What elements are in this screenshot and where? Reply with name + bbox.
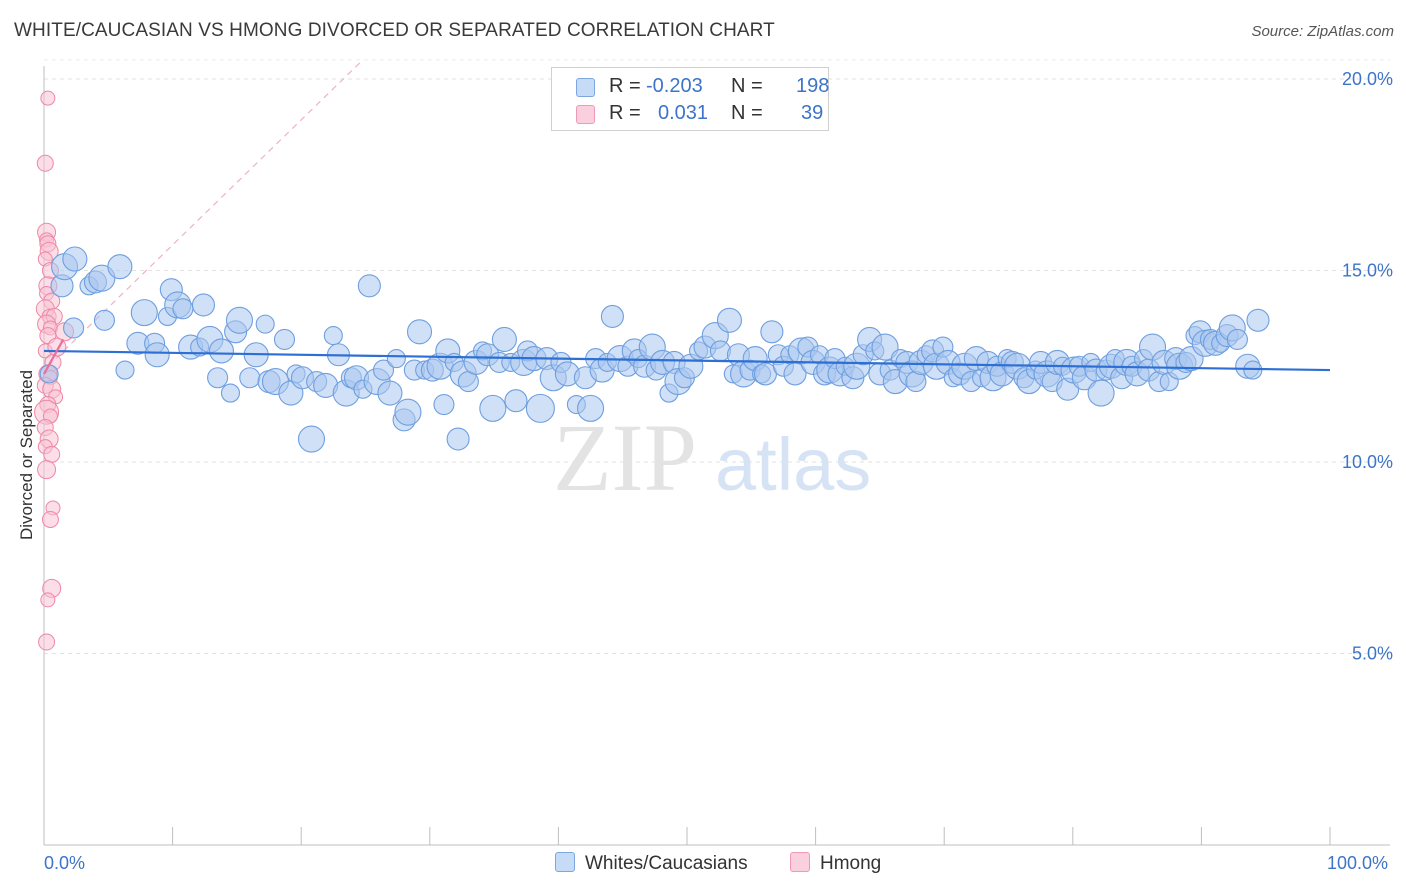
- hmong-trend-extension: [47, 59, 364, 367]
- data-point-whites: [1087, 379, 1115, 407]
- data-point-whites: [130, 299, 158, 327]
- data-point-whites: [239, 367, 261, 389]
- legend-swatch-whites: [576, 78, 595, 97]
- source-label: Source: ZipAtlas.com: [1251, 23, 1394, 40]
- data-point-whites: [1226, 328, 1248, 350]
- data-point-whites: [576, 394, 605, 422]
- data-point-whites: [172, 298, 194, 320]
- data-point-hmong: [38, 633, 56, 651]
- data-point-whites: [525, 393, 555, 423]
- legend-label-hmong: Hmong: [820, 853, 882, 874]
- data-point-whites: [62, 246, 88, 272]
- data-point-whites: [1246, 308, 1270, 332]
- data-point-whites: [208, 338, 235, 364]
- watermark-zip: ZIP: [553, 404, 697, 511]
- data-point-hmong: [41, 510, 59, 528]
- data-point-whites: [386, 349, 406, 369]
- legend-label-whites: Whites/Caucasians: [585, 853, 748, 874]
- stats-legend: R = -0.203 N = 198 R = 0.031 N = 39: [551, 67, 829, 131]
- data-point-whites: [63, 317, 85, 339]
- data-point-whites: [716, 307, 742, 333]
- data-point-whites: [115, 360, 135, 380]
- data-point-whites: [220, 383, 241, 403]
- data-point-whites: [93, 309, 115, 331]
- data-point-whites: [504, 389, 528, 413]
- legend-swatch-hmong: [576, 105, 595, 124]
- data-point-whites: [406, 319, 433, 345]
- zipatlas-watermark: ZIP atlas: [553, 404, 871, 511]
- data-point-whites: [871, 333, 899, 361]
- data-point-hmong: [43, 445, 61, 463]
- legend-n-label: N =: [731, 102, 763, 124]
- legend-item-whites: Whites/Caucasians: [555, 852, 748, 875]
- legend-swatch-whites: [555, 852, 575, 872]
- data-point-whites: [225, 306, 254, 334]
- data-point-whites: [446, 427, 470, 451]
- data-point-whites: [433, 393, 455, 416]
- trend-line-hmong: [43, 338, 65, 375]
- hmong-points: [34, 90, 75, 651]
- y-tick-label: 15.0%: [1342, 261, 1393, 281]
- whites-points: [39, 246, 1270, 453]
- y-tick-label: 20.0%: [1342, 69, 1393, 89]
- legend-r-label: R =: [609, 75, 641, 97]
- legend-r-label: R =: [609, 102, 641, 124]
- data-point-hmong: [37, 460, 57, 480]
- legend-r-value: -0.203: [646, 75, 703, 97]
- data-point-whites: [491, 326, 517, 352]
- data-point-whites: [323, 326, 343, 346]
- data-point-whites: [191, 293, 216, 317]
- legend-n-label: N =: [731, 75, 763, 97]
- data-point-hmong: [40, 592, 56, 608]
- data-point-whites: [39, 364, 59, 384]
- trend-line-whites: [43, 349, 1331, 372]
- x-tick-label-max: 100.0%: [1327, 853, 1389, 873]
- legend-n-value: 39: [801, 102, 824, 124]
- legend-swatch-hmong: [790, 852, 810, 872]
- data-point-whites: [144, 342, 170, 368]
- data-point-hmong: [36, 154, 54, 172]
- legend-r-value: 0.031: [658, 102, 709, 124]
- chart-title: WHITE/CAUCASIAN VS HMONG DIVORCED OR SEP…: [14, 20, 775, 41]
- data-point-whites: [760, 320, 784, 344]
- x-tick-label-min: 0.0%: [44, 853, 86, 873]
- data-point-whites: [357, 274, 381, 298]
- data-point-hmong: [40, 90, 56, 106]
- data-point-whites: [255, 314, 275, 334]
- data-point-whites: [273, 328, 296, 350]
- data-point-whites: [372, 359, 395, 381]
- data-point-whites: [377, 380, 403, 406]
- watermark-atlas: atlas: [715, 423, 871, 506]
- legend-n-value: 198: [796, 75, 830, 97]
- legend-item-hmong: Hmong: [790, 852, 881, 875]
- y-tick-labels: 5.0% 10.0% 15.0% 20.0%: [1342, 69, 1393, 664]
- data-point-whites: [297, 425, 326, 453]
- y-tick-label: 5.0%: [1352, 644, 1393, 664]
- data-point-whites: [600, 304, 624, 329]
- data-point-whites: [107, 254, 133, 280]
- data-point-whites: [394, 398, 422, 426]
- data-point-whites: [207, 367, 229, 389]
- trend-lines: [43, 338, 1331, 375]
- data-point-whites: [479, 394, 507, 422]
- y-tick-label: 10.0%: [1342, 452, 1393, 472]
- grid-lines: [44, 59, 1390, 654]
